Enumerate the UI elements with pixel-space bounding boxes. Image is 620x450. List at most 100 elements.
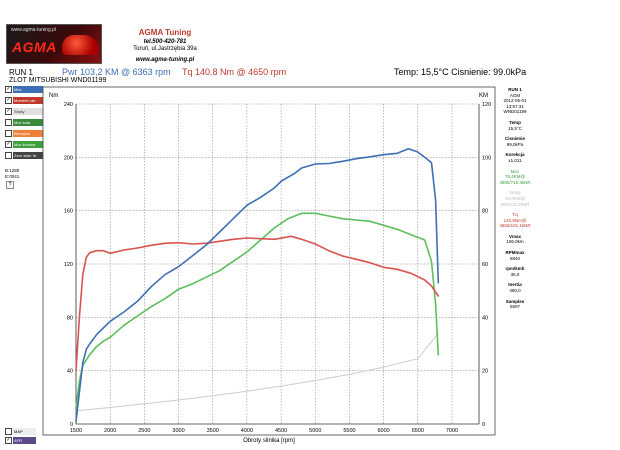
series [75, 148, 440, 423]
rp-rpmkmh: rpm/kmh 36,0 [496, 266, 534, 277]
rp-press-value: 99,0kPa [506, 141, 524, 147]
x-tick-label: 5500 [343, 428, 355, 434]
legend-item[interactable]: ✓ Straty [5, 108, 43, 115]
run-info-panel: RUN 1 AGM 2012-05-01 13:57:31 WND01199 T… [496, 87, 534, 315]
company-phone: tel.500-420-781 [143, 39, 187, 45]
series-line-moc-kolowa [75, 212, 440, 409]
grid [75, 103, 480, 425]
rp-date: 2012-05-01 [503, 98, 527, 104]
rp-time: 13:57:31 [506, 103, 524, 109]
y-tick-label-right: 0 [482, 422, 485, 428]
rp-wheel-power: Moc 78,4KM@ 4985/715,3kNR [496, 169, 534, 186]
rp-correction: Korekcja x1,011 [496, 152, 534, 163]
rp-rpmmax: RPMmax 6840 [496, 250, 534, 261]
legend-item[interactable]: ✓ Moc kolowa [5, 141, 43, 148]
rp-vmax-value: 106,0km [506, 239, 524, 245]
y-tick-label-right: 20 [482, 369, 488, 375]
map-toggle[interactable]: MAP [5, 428, 36, 435]
legend-label: Moment obr. [13, 97, 43, 104]
power-summary: Pwr 103,2 KM @ 6363 rpm [62, 67, 171, 77]
legend-item[interactable]: ✓ Moment obr. [5, 97, 43, 104]
company-address: Toruń, ul.Jastrzębia 39a [133, 46, 197, 52]
conditions-summary: Temp: 15,5°C Cisnienie: 99.0kPa [394, 67, 527, 77]
rp-wheel-rpm: 4985/715,3kNR [499, 179, 531, 185]
x-tick-label: 2000 [104, 428, 116, 434]
y-tick-label-left: 40 [67, 369, 73, 375]
rp-pressure: Cisnienie 99,0kPa [496, 136, 534, 147]
rp-inertia: Inertia 460,0 [496, 282, 534, 293]
legend-checkbox[interactable]: ✓ [5, 108, 12, 115]
company-name: AGMA Tuning [138, 28, 192, 37]
x-tick-label: 3000 [172, 428, 184, 434]
run-header: RUN 1 AGM 2012-05-01 13:57:31 WND01199 [496, 87, 534, 115]
x-tick-label: 6000 [378, 428, 390, 434]
rp-rpmkmh-label: rpm/kmh [505, 266, 525, 272]
legend-checkbox[interactable]: ✓ [5, 86, 12, 93]
y-axis-label-left: Nm [49, 93, 58, 99]
legend-checkbox[interactable] [5, 152, 12, 159]
curve-legend: ✓ Moc ✓ Moment obr. ✓ Straty Moc kola Be… [5, 86, 43, 163]
logo-brand: AGMA [12, 39, 57, 55]
rp-samples-value: 5607 [509, 304, 520, 310]
side-info-line: E:0041 [5, 174, 20, 179]
side-info-line: B:1280 [5, 168, 20, 173]
rp-temp: Temp 15,5°C [496, 120, 534, 131]
afr-toggle[interactable]: ✓ AFR [5, 437, 36, 444]
x-tick-label: 1500 [70, 428, 82, 434]
rp-rpmkmh-value: 36,0 [510, 271, 520, 277]
rp-corr-label: Korekcja [505, 152, 525, 158]
legend-item[interactable]: Zero stan. tlr [5, 152, 43, 159]
rp-run: RUN 1 [508, 87, 522, 92]
rp-corr-value: x1,011 [508, 157, 522, 163]
x-tick-label: 4000 [241, 428, 253, 434]
rp-id: WND01199 [503, 109, 527, 115]
y-axis-label-right: KM [479, 93, 488, 99]
car-label: ZLOT MITSUBISHI WND01199 [9, 77, 107, 84]
legend-checkbox[interactable]: ✓ [5, 141, 12, 148]
x-axis-label: Obroty silnika [rpm] [243, 438, 295, 444]
y-tick-label-right: 80 [482, 209, 488, 215]
legend-checkbox[interactable]: ✓ [5, 97, 12, 104]
rp-name: AGM [509, 92, 521, 98]
afr-label: AFR [13, 437, 36, 444]
series-line-pwr [75, 148, 440, 423]
x-tick-label: 7000 [446, 428, 458, 434]
map-checkbox[interactable] [5, 428, 12, 435]
rp-wheel-label: Moc [510, 168, 520, 174]
y-tick-label-right: 40 [482, 315, 488, 321]
help-button[interactable]: ? [6, 181, 14, 189]
rp-rpmmax-value: 6840 [509, 255, 520, 261]
rp-tq-label: Tq [512, 212, 518, 218]
legend-item[interactable]: Benzyna [5, 130, 43, 137]
side-info: B:1280 E:0041 [5, 168, 19, 180]
ticks: 0 0 40 20 80 40 120 60 160 80 200 100 240 120 1500 2000… [64, 102, 491, 434]
map-label: MAP [13, 428, 36, 435]
x-tick-label: 5000 [309, 428, 321, 434]
car-image [62, 35, 98, 55]
rp-temp-label: Temp [509, 119, 521, 125]
rp-temp-value: 15,5°C [508, 125, 522, 131]
y-tick-label-left: 240 [64, 102, 73, 108]
legend-checkbox[interactable] [5, 119, 12, 126]
company-website: www.agma-tuning.pl [135, 57, 195, 63]
rp-samples-label: Samples [505, 298, 525, 304]
legend-label: Moc kolowa [13, 141, 43, 148]
agma-logo: www.agma-tuning.pl AGMA [6, 24, 102, 64]
y-tick-label-right: 120 [482, 102, 491, 108]
x-tick-label: 2500 [138, 428, 150, 434]
x-tick-label: 4500 [275, 428, 287, 434]
y-tick-label-right: 60 [482, 262, 488, 268]
x-tick-label: 6500 [412, 428, 424, 434]
y-tick-label-left: 160 [64, 209, 73, 215]
rp-wheel-value: 78,4KM@ [504, 174, 526, 180]
afr-checkbox[interactable]: ✓ [5, 437, 12, 444]
legend-item[interactable]: ✓ Moc [5, 86, 43, 93]
legend-item[interactable]: Moc kola [5, 119, 43, 126]
rp-press-label: Cisnienie [504, 136, 525, 142]
rp-loss-rpm: 6800/10,2kNR [500, 201, 530, 207]
rp-samples: Samples 5607 [496, 299, 534, 310]
rp-inertia-value: 460,0 [509, 288, 521, 294]
legend-label: Benzyna [13, 130, 43, 137]
legend-checkbox[interactable] [5, 130, 12, 137]
logo-url: www.agma-tuning.pl [11, 27, 57, 33]
